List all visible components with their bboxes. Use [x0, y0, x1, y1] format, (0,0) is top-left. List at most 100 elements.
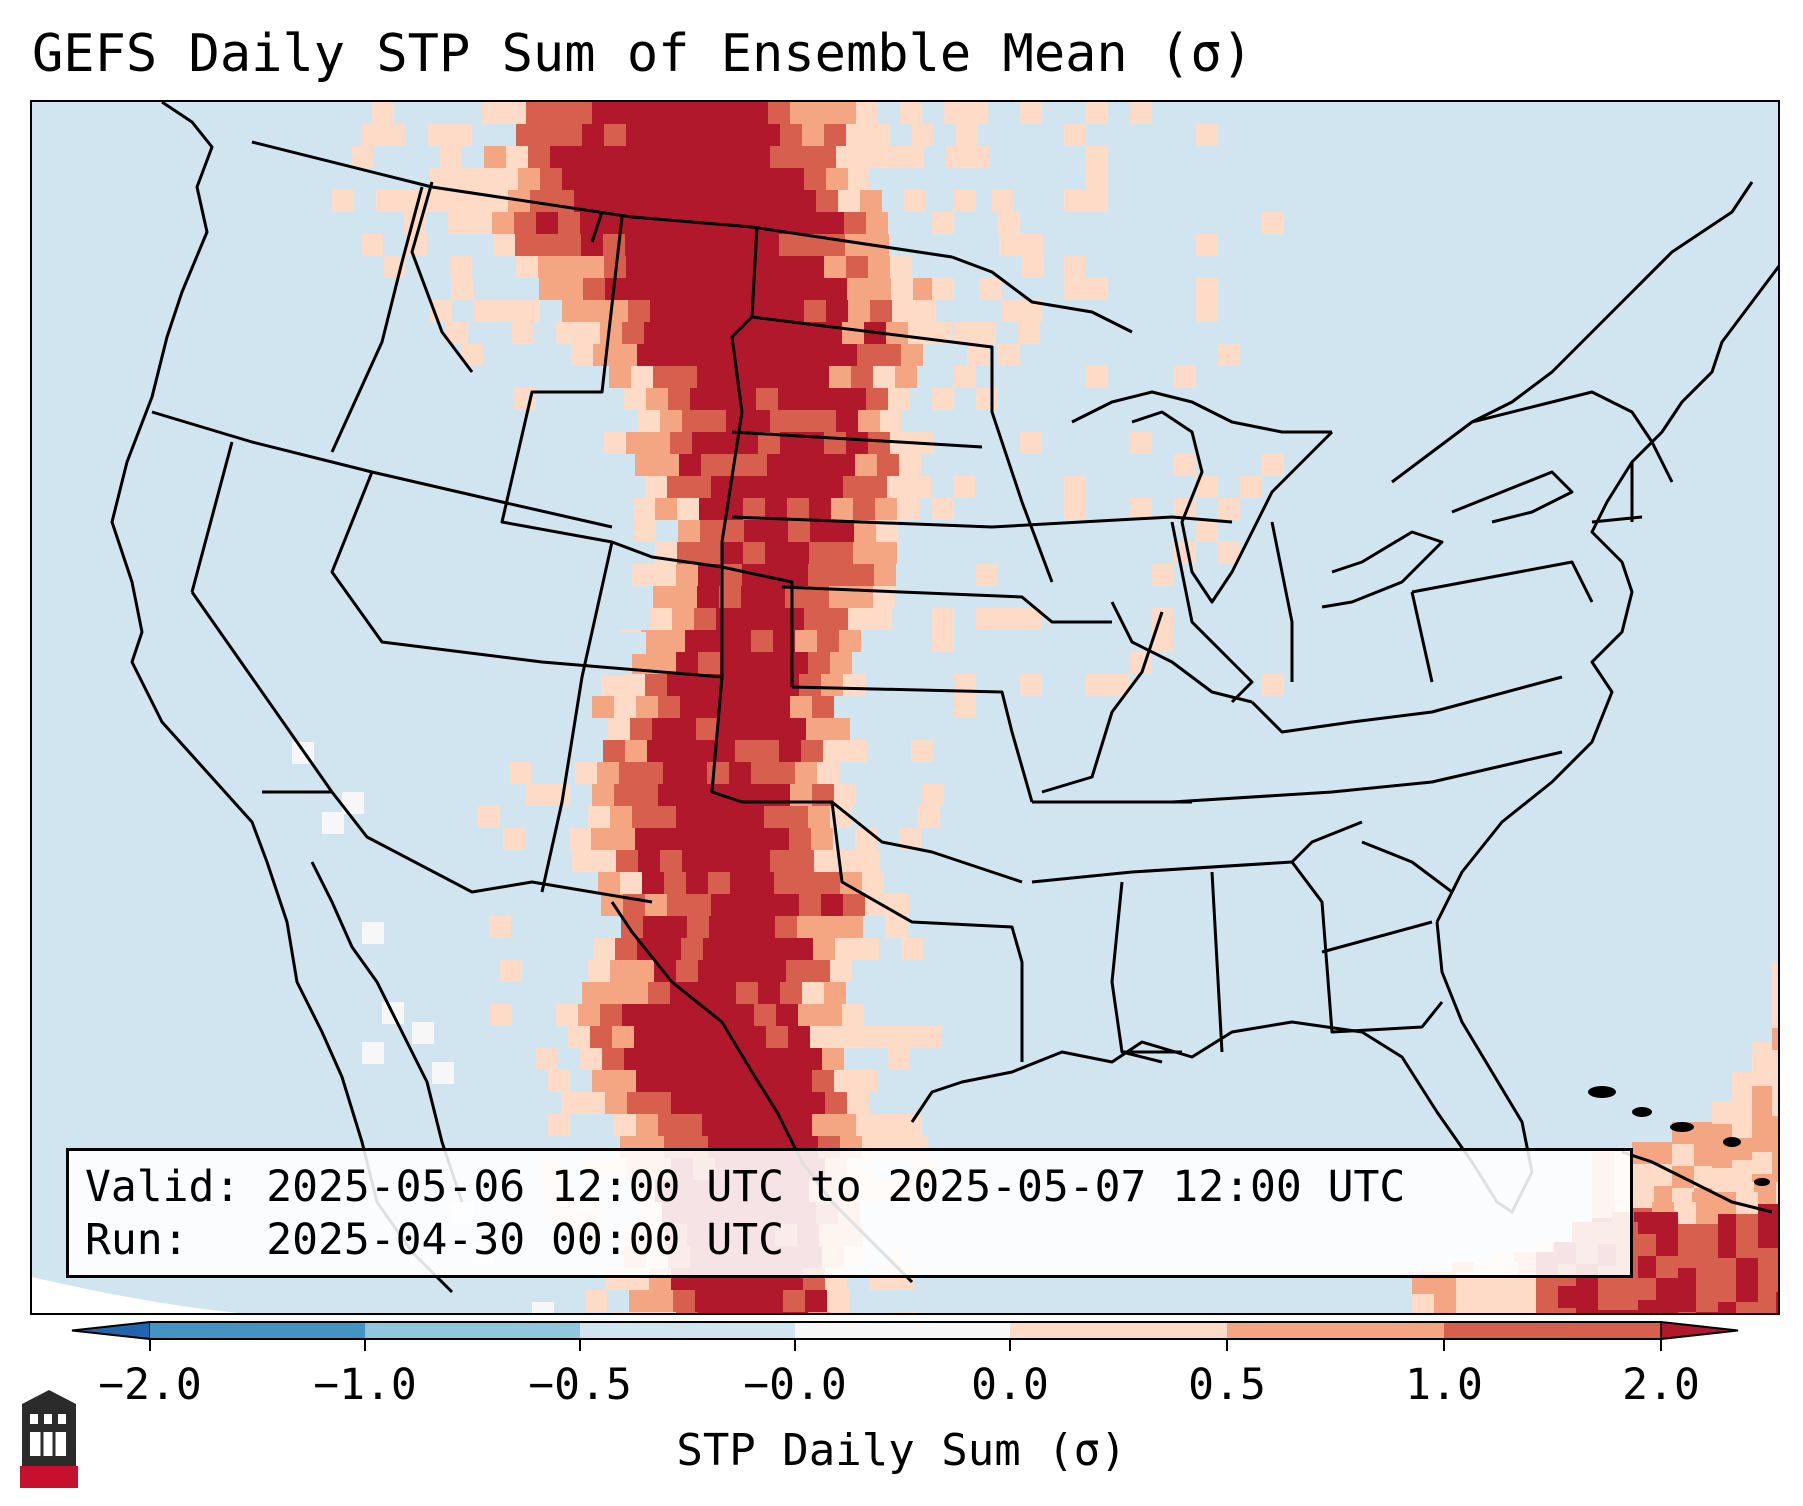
anomaly-cell: [806, 718, 828, 740]
anomaly-cell: [530, 190, 552, 212]
anomaly-cell: [746, 102, 768, 124]
anomaly-cell: [560, 256, 582, 278]
anomaly-cell: [831, 542, 853, 564]
anomaly-cell: [1130, 432, 1152, 454]
anomaly-cell: [822, 1048, 844, 1070]
anomaly-cell: [677, 498, 699, 520]
anomaly-cell: [452, 168, 474, 190]
anomaly-cell: [836, 410, 858, 432]
anomaly-cell: [954, 190, 976, 212]
anomaly-cell: [602, 1048, 624, 1070]
anomaly-cell: [1086, 190, 1108, 212]
anomaly-cell: [583, 278, 605, 300]
anomaly-cell: [649, 1092, 671, 1114]
anomaly-cell: [614, 784, 636, 806]
anomaly-cell: [730, 872, 752, 894]
anomaly-cell: [651, 1290, 673, 1312]
anomaly-cell: [954, 146, 976, 168]
anomaly-cell: [600, 1004, 622, 1026]
anomaly-cell: [1736, 1236, 1758, 1258]
anomaly-cell: [671, 278, 693, 300]
anomaly-cell: [811, 828, 833, 850]
anomaly-cell: [1754, 1292, 1776, 1313]
anomaly-cell: [1456, 724, 1478, 746]
anomaly-cell: [733, 894, 755, 916]
anomaly-cell: [666, 322, 688, 344]
anomaly-cell: [610, 1312, 632, 1313]
map-panel: [30, 100, 1780, 1315]
anomaly-cell: [690, 1048, 712, 1070]
anomaly-cell: [742, 1312, 764, 1313]
anomaly-cell: [704, 410, 726, 432]
anomaly-cell: [663, 762, 685, 784]
anomaly-cell: [490, 1004, 512, 1026]
anomaly-cell: [667, 476, 689, 498]
anomaly-cell: [584, 168, 606, 190]
anomaly-cell: [614, 1070, 636, 1092]
anomaly-cell: [836, 146, 858, 168]
anomaly-cell: [755, 476, 777, 498]
anomaly-cell: [698, 1312, 720, 1313]
anomaly-cell: [685, 762, 707, 784]
anomaly-cell: [739, 1290, 761, 1312]
anomaly-cell: [824, 124, 846, 146]
anomaly-cell: [625, 234, 647, 256]
anomaly-cell: [782, 168, 804, 190]
anomaly-cell: [780, 124, 802, 146]
anomaly-cell: [1064, 498, 1086, 520]
anomaly-cell: [746, 1114, 768, 1136]
anomaly-cell: [779, 234, 801, 256]
anomaly-cell: [1536, 1274, 1558, 1296]
anomaly-cell: [655, 498, 677, 520]
anomaly-cell: [628, 168, 650, 190]
anomaly-cell: [742, 960, 764, 982]
anomaly-cell: [737, 1092, 759, 1114]
anomaly-cell: [769, 344, 791, 366]
anomaly-cell: [1634, 1212, 1656, 1234]
anomaly-cell: [612, 1026, 634, 1048]
anomaly-cell: [1384, 784, 1406, 806]
anomaly-cell: [1262, 212, 1284, 234]
anomaly-cell: [720, 806, 742, 828]
anomaly-cell: [743, 498, 765, 520]
anomaly-cell: [860, 190, 882, 212]
anomaly-cell: [596, 190, 618, 212]
anomaly-cell: [758, 432, 780, 454]
anomaly-cell: [605, 278, 627, 300]
anomaly-cell: [1536, 1296, 1558, 1313]
anomaly-cell: [548, 1070, 570, 1092]
anomaly-cell: [691, 234, 713, 256]
anomaly-cell: [847, 278, 869, 300]
anomaly-cell: [624, 632, 646, 654]
anomaly-cell: [846, 124, 868, 146]
anomaly-cell: [706, 190, 728, 212]
anomaly-cell: [682, 146, 704, 168]
anomaly-cell: [362, 922, 384, 944]
anomaly-cell: [755, 894, 777, 916]
anomaly-cell: [668, 1048, 690, 1070]
anomaly-cell: [747, 938, 769, 960]
anomaly-cell: [1656, 1256, 1678, 1278]
anomaly-cell: [686, 872, 708, 894]
anomaly-cell: [726, 146, 748, 168]
anomaly-cell: [824, 432, 846, 454]
anomaly-cell: [1736, 1214, 1758, 1236]
anomaly-cell: [880, 410, 902, 432]
anomaly-cell: [1752, 1064, 1774, 1086]
anomaly-cell: [616, 146, 638, 168]
anomaly-cell: [876, 1026, 898, 1048]
anomaly-cell: [496, 300, 518, 322]
anomaly-cell: [693, 1092, 715, 1114]
anomaly-cell: [580, 1048, 602, 1070]
anomaly-cell: [992, 190, 1014, 212]
anomaly-cell: [1352, 984, 1374, 1006]
anomaly-cell: [1732, 1160, 1754, 1182]
anomaly-cell: [788, 1026, 810, 1048]
anomaly-cell: [593, 344, 615, 366]
anomaly-cell: [484, 146, 506, 168]
anomaly-cell: [701, 454, 723, 476]
anomaly-cell: [616, 850, 638, 872]
anomaly-cell: [745, 828, 767, 850]
anomaly-cell: [845, 234, 867, 256]
anomaly-cell: [1732, 1072, 1754, 1094]
